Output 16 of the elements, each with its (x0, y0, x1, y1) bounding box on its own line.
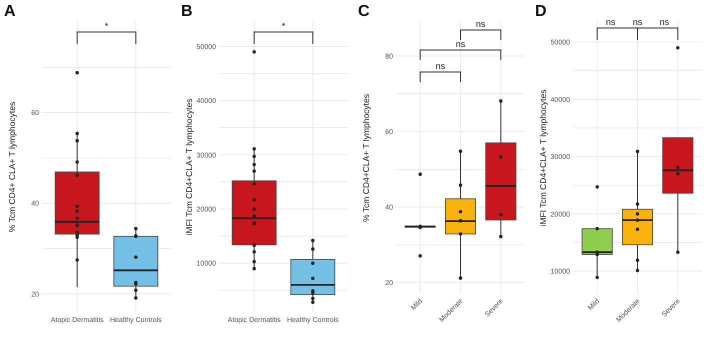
chart-title: D (535, 3, 547, 20)
y-axis-title: iMFI Tcm CD4+CLA+ T lymphocytes (538, 90, 548, 226)
annotation: ns (456, 39, 466, 49)
annotation: ns (606, 17, 616, 27)
chart-title: C (358, 3, 370, 20)
annotation: * (282, 21, 286, 31)
annotation: ns (632, 17, 643, 27)
annotation: ns (476, 19, 486, 29)
annotation: * (104, 21, 109, 31)
chart-title: A (4, 3, 16, 20)
y-axis-title: % Tcm CD4+ CLA+ T lymphocytes (7, 102, 17, 232)
y-axis-title: iMFI Tcm CD4+CLA+ T lymphocytes (184, 98, 194, 236)
annotation: ns (436, 61, 446, 71)
y-axis-title: % Tcm CD4+CLA+ T lymphocytes (361, 94, 371, 222)
annotation: ns (660, 17, 670, 27)
chart-title: B (181, 3, 193, 20)
